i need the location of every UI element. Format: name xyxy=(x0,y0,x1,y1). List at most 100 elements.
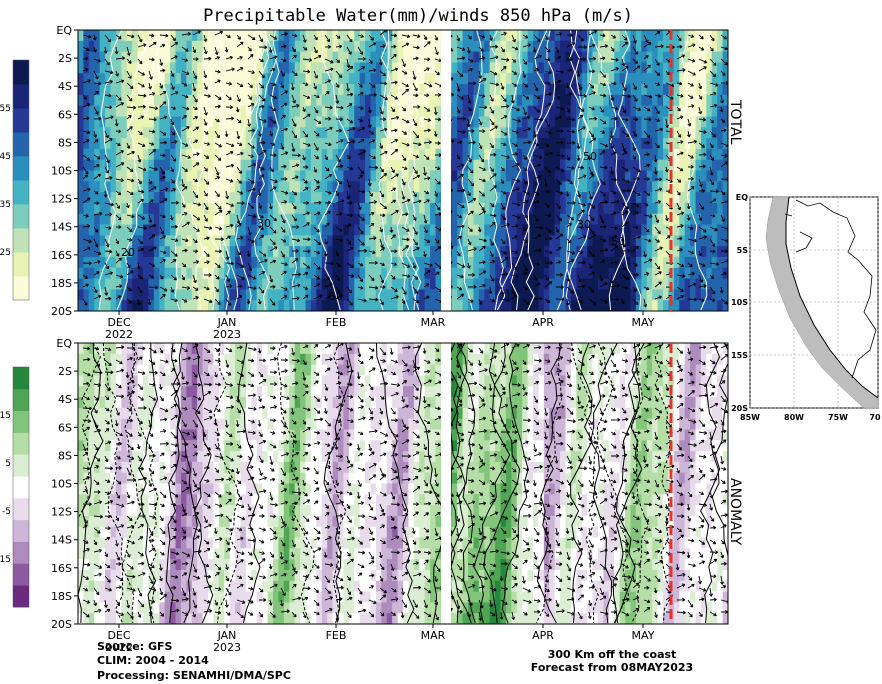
map-lat-label: 15S xyxy=(731,351,748,360)
y-tick-label: 6S xyxy=(58,421,72,434)
x-tick-label: FEB xyxy=(326,316,347,329)
y-tick-label: 18S xyxy=(51,590,72,603)
map-lon-label: 85W xyxy=(740,413,760,422)
colorbar-swatch xyxy=(13,252,29,277)
x-tick-year: 2022 xyxy=(105,328,133,341)
y-tick-label: 4S xyxy=(58,80,72,93)
contour-label: 50 xyxy=(611,235,625,248)
colorbar-swatch xyxy=(13,519,29,542)
colorbar-swatch xyxy=(13,84,29,109)
map-lat-label: 20S xyxy=(731,404,748,413)
y-tick-label: 20S xyxy=(51,618,72,631)
chart-title: Precipitable Water(mm)/winds 850 hPa (m/… xyxy=(203,6,633,26)
y-tick-label: 18S xyxy=(51,277,72,290)
map-lat-label: 10S xyxy=(731,298,748,307)
x-tick-label: APR xyxy=(532,316,554,329)
colorbar-swatch xyxy=(13,454,29,477)
y-tick-label: 20S xyxy=(51,305,72,318)
y-tick-label: 2S xyxy=(58,52,72,65)
colorbar-label: 55 xyxy=(0,104,11,114)
footer-processing: Processing: SENAMHI/DMA/SPC xyxy=(97,669,291,682)
colorbar-label: 35 xyxy=(0,200,11,210)
y-tick-label: EQ xyxy=(56,337,72,350)
footer-source: Source: GFS xyxy=(97,640,172,653)
y-tick-label: 12S xyxy=(51,506,72,519)
x-tick-label: FEB xyxy=(326,629,347,642)
y-tick-label: 16S xyxy=(51,249,72,262)
colorbar-label: -15 xyxy=(0,555,11,565)
x-tick-label: MAR xyxy=(421,629,446,642)
x-tick-year: 2023 xyxy=(213,328,241,341)
map-lon-label: 80W xyxy=(784,413,804,422)
contour-label: 50 xyxy=(329,290,343,303)
y-tick-label: 2S xyxy=(58,365,72,378)
total-y-axis: EQ 2S 4S 6S 8S 10S 12S 14S 16S 18S 20S xyxy=(51,24,78,318)
map-lat-label: EQ xyxy=(736,193,748,202)
colorbar-label: 45 xyxy=(0,152,11,162)
borders xyxy=(784,199,877,379)
x-tick-label: MAR xyxy=(421,316,446,329)
footer-clim: CLIM: 2004 - 2014 xyxy=(97,654,209,667)
contour-label: 20 xyxy=(121,246,135,259)
y-tick-label: 16S xyxy=(51,562,72,575)
panel-label-anomaly: ANOMALY xyxy=(727,478,743,546)
colorbar-swatch xyxy=(13,585,29,608)
y-tick-label: 12S xyxy=(51,193,72,206)
total-field xyxy=(78,30,728,311)
x-tick-label: DEC xyxy=(107,629,130,642)
x-tick-label: JAN xyxy=(217,316,237,329)
total-gap xyxy=(441,30,451,311)
colorbar-swatch xyxy=(13,563,29,586)
colorbar-swatch xyxy=(13,388,29,412)
y-tick-label: 10S xyxy=(51,478,72,491)
contour-label: 30 xyxy=(257,217,271,230)
colorbar-swatch xyxy=(13,156,29,181)
x-tick-label: APR xyxy=(532,629,554,642)
y-tick-label: 14S xyxy=(51,534,72,547)
colorbar-swatch xyxy=(13,276,29,301)
footer-note-offshore: 300 Km off the coast xyxy=(548,648,677,661)
colorbar-anomaly: 15 5 -5 -15 xyxy=(0,366,30,608)
colorbar-swatch xyxy=(13,228,29,253)
x-tick-label: JAN xyxy=(217,629,237,642)
colorbar-swatch xyxy=(13,60,29,85)
colorbar-label: -5 xyxy=(2,507,11,517)
x-tick-year: 2022 xyxy=(105,641,133,654)
colorbar-label: 5 xyxy=(5,459,11,469)
colorbar-swatch xyxy=(13,367,29,390)
x-tick-label: DEC xyxy=(107,316,130,329)
total-wind-vectors xyxy=(82,30,728,308)
colorbar-swatch xyxy=(13,497,29,521)
y-tick-label: 4S xyxy=(58,393,72,406)
anomaly-field xyxy=(78,343,728,624)
colorbar-label: 25 xyxy=(0,248,11,258)
colorbar-swatch xyxy=(13,410,29,433)
map-lon-label: 70 xyxy=(869,413,881,422)
y-tick-label: 10S xyxy=(51,165,72,178)
y-tick-label: 14S xyxy=(51,221,72,234)
y-tick-label: 8S xyxy=(58,136,72,149)
panel-label-total: TOTAL xyxy=(727,99,743,145)
y-tick-label: 8S xyxy=(58,449,72,462)
coastline xyxy=(785,196,879,399)
total-contour-labels: 50 50 30 30 20 50 xyxy=(121,150,625,303)
contour-label: 50 xyxy=(583,150,597,163)
y-tick-label: 6S xyxy=(58,108,72,121)
colorbar-swatch xyxy=(13,132,29,157)
colorbar-swatch xyxy=(13,180,29,205)
anomaly-y-axis: EQ 2S 4S 6S 8S 10S 12S 14S 16S 18S 20S xyxy=(51,337,78,631)
colorbar-label: 15 xyxy=(0,411,11,421)
colorbar-swatch xyxy=(13,476,29,499)
colorbar-total: 55 45 35 25 xyxy=(0,59,30,301)
anomaly-gap xyxy=(441,343,451,624)
colorbar-swatch xyxy=(13,204,29,229)
contour-label: 30 xyxy=(577,218,591,231)
footer-note-forecast: Forecast from 08MAY2023 xyxy=(531,661,693,674)
